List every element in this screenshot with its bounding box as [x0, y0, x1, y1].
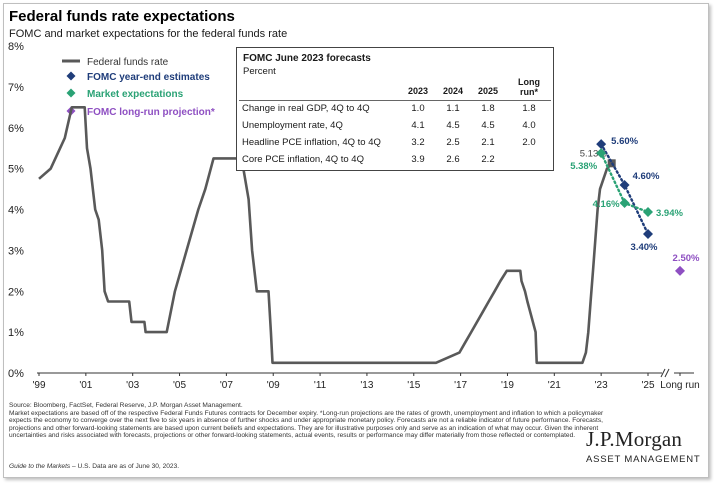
forecast-table-rule — [239, 100, 551, 101]
footnote-text: Market expectations are based off of the… — [9, 409, 604, 440]
forecast-col-2025: 2025 — [477, 86, 499, 96]
forecast-row-gdp: Change in real GDP, 4Q to 4Q 1.0 1.1 1.8… — [242, 101, 548, 118]
forecast-cell: 4.0 — [522, 120, 536, 131]
x-tick-label: '21 — [548, 380, 561, 391]
source-notes: Source: Bloomberg, FactSet, Federal Rese… — [9, 402, 605, 440]
forecast-col-long-run: Long run* — [518, 77, 540, 97]
chart-series: 5.13% 5.60% 4.60% 3.40% 5.38% 4.16% 3.94% 2.50% — [38, 106, 700, 365]
forecast-cell: 2.0 — [522, 137, 536, 148]
long-run-projection-label: 2.50% — [673, 253, 700, 264]
chart-title: Federal funds rate expectations — [9, 8, 235, 25]
forecast-row-core-pce: Core PCE inflation, 4Q to 4Q 3.9 2.6 2.2 — [242, 152, 548, 169]
fomc-estimate-point — [619, 179, 630, 190]
forecast-cell: 1.8 — [522, 103, 536, 114]
forecast-row-label: Core PCE inflation, 4Q to 4Q — [242, 154, 364, 165]
axis-break-mark — [660, 368, 666, 378]
legend-label: FOMC long-run projection* — [87, 107, 215, 118]
y-tick-label: 6% — [8, 123, 24, 135]
guide-footer: Guide to the Markets – U.S. Data are as … — [9, 463, 179, 470]
forecast-row-unemployment: Unemployment rate, 4Q 4.1 4.5 4.5 4.0 — [242, 118, 548, 135]
forecast-cell: 1.8 — [481, 103, 495, 114]
forecast-cell: 4.1 — [411, 120, 425, 131]
source-line: Source: Bloomberg, FactSet, Federal Rese… — [9, 402, 243, 409]
legend-diamond-marker — [66, 88, 76, 98]
legend-label: FOMC year-end estimates — [87, 72, 210, 83]
market-expectation-label: 5.38% — [570, 161, 597, 172]
forecast-cell: 4.5 — [446, 120, 460, 131]
y-tick-label: 8% — [8, 41, 24, 53]
market-expectation-label: 3.94% — [656, 208, 683, 219]
x-tick-label: '15 — [407, 380, 420, 391]
x-tick-label: '05 — [173, 380, 186, 391]
fomc-estimate-label: 5.60% — [611, 136, 638, 147]
forecast-cell: 1.0 — [411, 103, 425, 114]
x-tick-label: '19 — [501, 380, 514, 391]
logo-subtitle: ASSET MANAGEMENT — [586, 454, 701, 465]
jpmorgan-logo: J.P.Morgan ASSET MANAGEMENT — [586, 427, 701, 465]
forecast-row-label: Unemployment rate, 4Q — [242, 120, 343, 131]
y-tick-label: 2% — [8, 286, 24, 298]
y-tick-label: 4% — [8, 205, 24, 217]
long-run-projection-point — [675, 265, 685, 276]
logo-wordmark: J.P.Morgan — [586, 427, 683, 451]
fomc-forecast-table: FOMC June 2023 forecasts Percent 2023 20… — [236, 47, 554, 171]
fomc-estimate-label: 3.40% — [631, 242, 658, 253]
forecast-cell: 1.1 — [446, 103, 460, 114]
x-tick-label: '99 — [32, 380, 45, 391]
forecast-col-2024: 2024 — [442, 86, 464, 96]
forecast-row-label: Change in real GDP, 4Q to 4Q — [242, 103, 370, 114]
forecast-cell: 4.5 — [481, 120, 495, 131]
rate-chart: 0% 1% 2% 3% 4% 5% 6% 7% 8% '99 '01 '03 '05 '07 '09 '11 '… — [8, 41, 700, 391]
y-tick-label: 1% — [8, 327, 24, 339]
legend-label: Market expectations — [87, 89, 184, 100]
forecast-cell: 2.1 — [481, 137, 495, 148]
y-tick-label: 7% — [8, 82, 24, 94]
market-expectation-point — [619, 197, 630, 208]
forecast-cell: 3.9 — [411, 154, 425, 165]
fomc-estimate-label: 4.60% — [633, 171, 660, 182]
x-tick-label: '01 — [79, 380, 92, 391]
x-tick-label: '17 — [454, 380, 467, 391]
forecast-cell: 2.6 — [446, 154, 460, 165]
forecast-cell: 3.2 — [411, 137, 425, 148]
forecast-col-2023: 2023 — [407, 86, 429, 96]
x-tick-label: '09 — [267, 380, 280, 391]
legend-diamond-marker — [66, 71, 76, 81]
current-rate-label: 5.13% — [580, 148, 607, 159]
forecast-table-title: FOMC June 2023 forecasts — [243, 53, 371, 64]
forecast-row-headline-pce: Headline PCE inflation, 4Q to 4Q 3.2 2.5… — [242, 135, 548, 152]
fomc-estimate-point — [643, 229, 653, 240]
forecast-table-unit: Percent — [243, 66, 276, 77]
axis-break-mark — [664, 368, 670, 378]
forecast-row-label: Headline PCE inflation, 4Q to 4Q — [242, 137, 381, 148]
x-tick-label: '13 — [360, 380, 373, 391]
guide-date: – U.S. Data are as of June 30, 2023. — [70, 463, 180, 470]
market-expectation-point — [643, 206, 653, 217]
chart-axes: 0% 1% 2% 3% 4% 5% 6% 7% 8% '99 '01 '03 '05 '07 '09 '11 '… — [8, 41, 700, 391]
y-tick-label: 3% — [8, 245, 24, 257]
legend-label: Federal funds rate — [87, 57, 169, 68]
fomc-estimate-point — [596, 139, 607, 150]
federal-funds-rate-line — [38, 106, 613, 365]
x-tick-label: '25 — [641, 380, 654, 391]
y-tick-label: 5% — [8, 164, 24, 176]
x-tick-label: '23 — [595, 380, 608, 391]
guide-title: Guide to the Markets — [9, 463, 71, 470]
x-tick-label: '07 — [220, 380, 233, 391]
x-tick-label: Long run — [660, 380, 699, 391]
market-expectation-label: 4.16% — [593, 199, 620, 210]
x-tick-label: '03 — [126, 380, 139, 391]
forecast-cell: 2.5 — [446, 137, 460, 148]
forecast-cell: 2.2 — [481, 154, 495, 165]
market-expectation-point — [596, 148, 607, 159]
y-tick-label: 0% — [8, 368, 24, 380]
chart-subtitle: FOMC and market expectations for the fed… — [9, 28, 288, 40]
x-tick-label: '11 — [314, 380, 327, 391]
